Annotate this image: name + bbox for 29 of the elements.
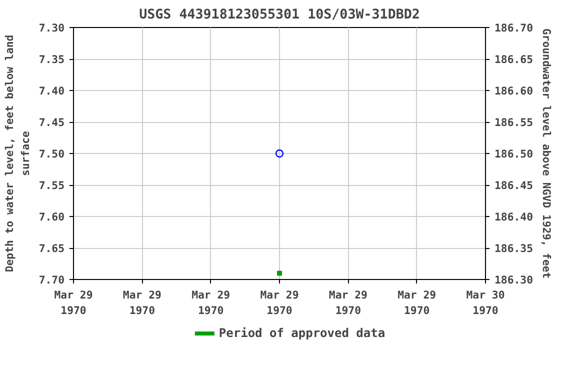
y2-tick-label: 186.40 <box>494 210 533 224</box>
y-tick-label: 7.45 <box>38 116 65 129</box>
y-axis-title: Depth to water level, feet below land surface <box>3 34 32 272</box>
y2-tick-label: 186.50 <box>494 148 533 160</box>
y2-tick-label: 186.55 <box>494 116 533 129</box>
y2-tick-label: 186.65 <box>494 53 533 66</box>
y-tick-label: 7.55 <box>38 179 65 192</box>
x-tick-label: Mar 29 1970 <box>260 288 299 318</box>
y-tick-label: 7.60 <box>38 210 65 224</box>
x-tick-label: Mar 29 1970 <box>122 288 162 318</box>
legend-label: Period of approved data <box>218 326 386 340</box>
y2-tick-label: 186.45 <box>494 179 533 192</box>
y2-tick-label: 186.35 <box>494 242 533 255</box>
y-tick-label: 7.65 <box>38 242 65 255</box>
y-tick-label: 7.40 <box>38 84 65 98</box>
x-tick-label: Mar 30 1970 <box>466 288 505 318</box>
y-tick-label: 7.70 <box>38 274 65 286</box>
x-tick-label: Mar 29 1970 <box>192 288 230 318</box>
y2-tick-label: 186.70 <box>494 22 533 34</box>
chart-title: USGS 443918123055301 10S/03W-31DBD2 <box>139 8 420 22</box>
x-tick-label: Mar 29 1970 <box>398 288 436 318</box>
x-tick-label: Mar 29 1970 <box>328 288 368 318</box>
y2-tick-label: 186.30 <box>494 274 533 286</box>
y-tick-label: 7.30 <box>38 22 65 34</box>
y-tick-label: 7.35 <box>38 53 65 66</box>
y-tick-label: 7.50 <box>38 148 65 160</box>
y2-tick-label: 186.60 <box>494 84 533 98</box>
y2-axis-title: Groundwater level above NGVD 1929, feet <box>540 28 553 279</box>
x-tick-label: Mar 29 1970 <box>54 288 93 318</box>
